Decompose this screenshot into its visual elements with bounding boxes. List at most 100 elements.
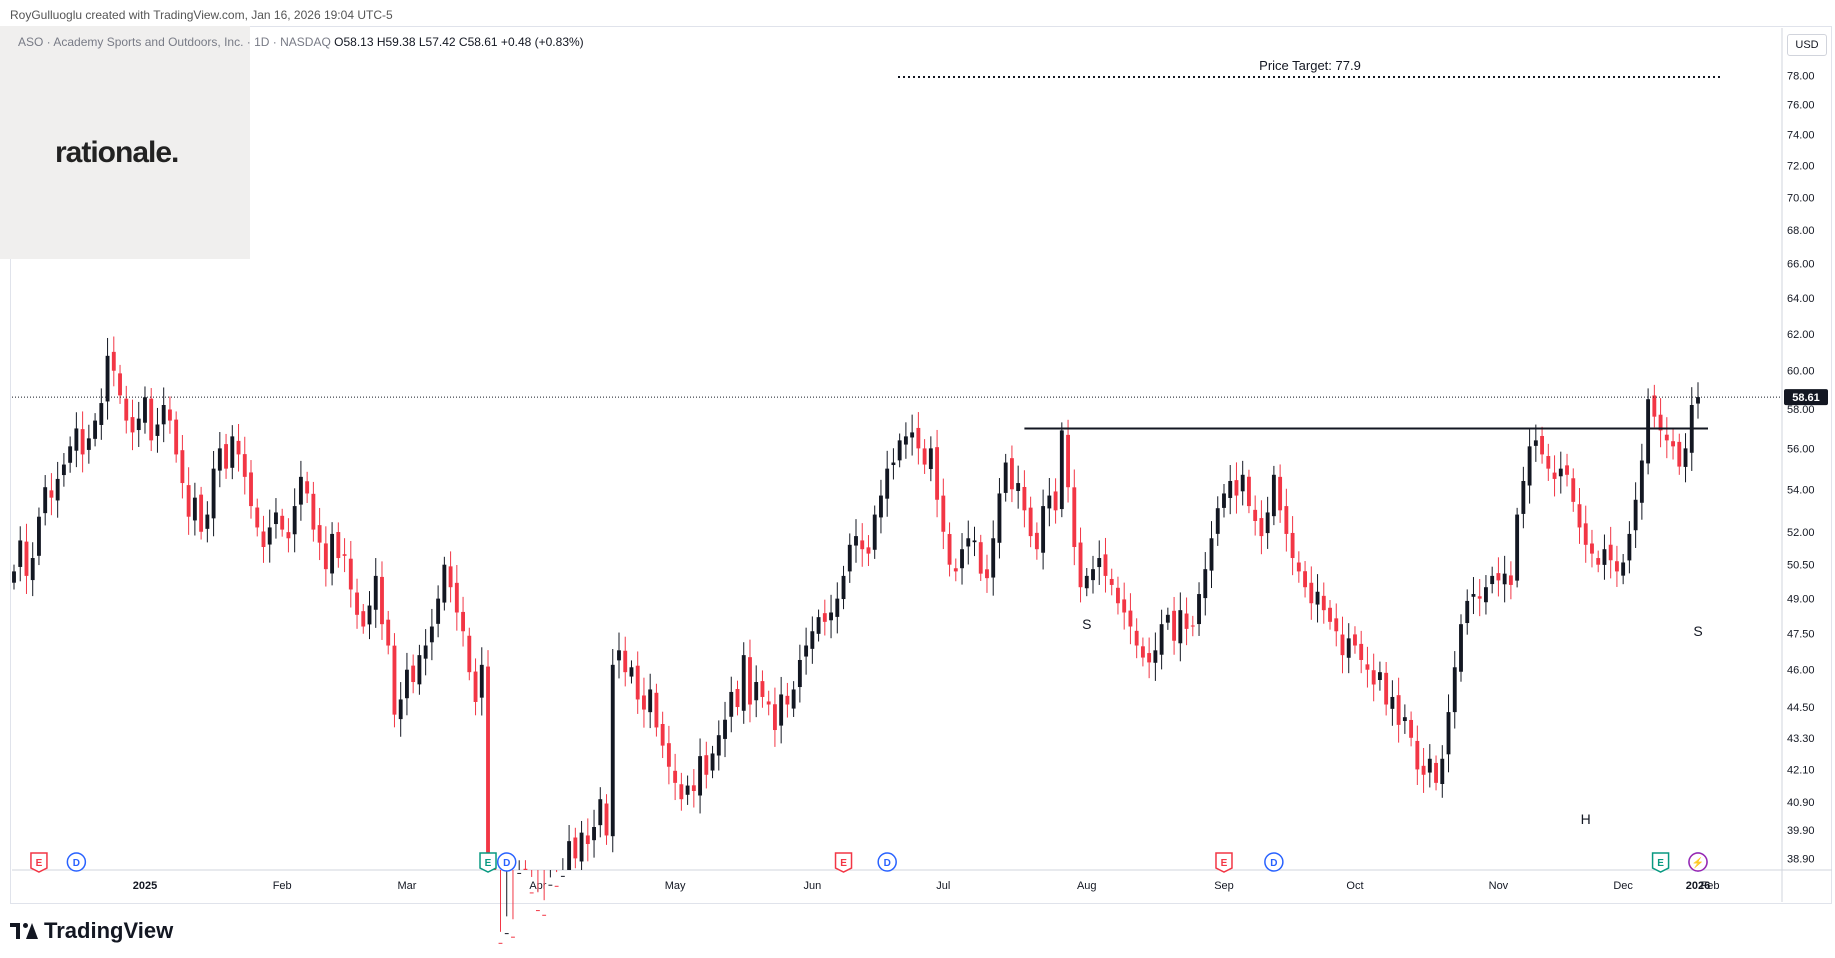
candle-body [230, 436, 235, 468]
candle-body [1197, 594, 1201, 625]
candle-body [1296, 562, 1301, 572]
candle-body [423, 645, 428, 659]
candle-body [1009, 458, 1014, 490]
candle-body [791, 689, 796, 709]
split-icon [1688, 852, 1708, 872]
candle-body [280, 515, 285, 530]
chart-frame [10, 26, 1832, 904]
y-tick-label: 42.10 [1787, 764, 1815, 776]
y-tick-label: 68.00 [1787, 225, 1815, 237]
candle-body [1034, 532, 1039, 550]
candle-body [654, 692, 659, 728]
candle-body [454, 582, 459, 613]
candle-body [118, 373, 122, 396]
x-tick-label: Feb [273, 880, 292, 892]
x-tick-label: Nov [1489, 880, 1509, 892]
candle-body [1178, 610, 1183, 644]
y-tick-label: 66.00 [1787, 258, 1815, 270]
x-tick-label: Sep [1214, 880, 1234, 892]
candle-body [1402, 717, 1407, 722]
candle-body [1353, 634, 1357, 646]
candle-body [816, 617, 821, 634]
candle-body [1633, 499, 1638, 531]
candle-body [1091, 569, 1095, 581]
candle-body [554, 885, 559, 887]
logo-box: rationale. [0, 26, 250, 259]
candle-body [1465, 600, 1470, 624]
candle-body [1515, 514, 1520, 581]
candle-body [517, 872, 522, 874]
event-marker-letter: E [36, 858, 43, 869]
candle-body [617, 650, 621, 661]
candle-body [1172, 610, 1177, 641]
candle-body [542, 914, 547, 916]
candle-body [130, 417, 135, 433]
candle-body [903, 436, 908, 445]
candle-body [704, 755, 709, 775]
candle-body [1608, 544, 1613, 561]
candle-body [810, 631, 815, 649]
candle-body [86, 438, 91, 450]
earnings-icon [1651, 852, 1670, 873]
candle-body [442, 564, 447, 603]
tradingview-footer: TradingView [10, 918, 173, 944]
candle-body [1109, 578, 1114, 585]
candle-body [760, 681, 765, 697]
candle-body [1265, 512, 1270, 534]
candle-body [785, 695, 790, 705]
candle-body [124, 398, 129, 421]
event-marker-letter: E [840, 858, 847, 869]
candle-body [860, 540, 865, 550]
candle-body [897, 440, 902, 461]
candle-body [255, 507, 260, 528]
y-tick-label: 49.00 [1787, 594, 1815, 606]
candle-body [1209, 538, 1214, 571]
candle-body [1434, 762, 1438, 783]
candle-body [560, 875, 565, 877]
dividend-icon [1264, 852, 1284, 872]
candle-body [1340, 634, 1345, 656]
candle-body [355, 592, 359, 615]
candle-body [754, 682, 759, 701]
pattern-label: S [1693, 623, 1702, 639]
candle-body [1271, 474, 1276, 517]
candle-body [136, 418, 141, 431]
earnings-icon [479, 852, 497, 873]
candle-body [598, 799, 603, 826]
candle-body [367, 605, 372, 625]
candle-body [1371, 670, 1376, 685]
candle-body [592, 826, 596, 841]
x-tick-label: 2025 [133, 880, 157, 892]
y-tick-label: 54.00 [1787, 484, 1815, 496]
ohlc-text: O58.13 H59.38 L57.42 C58.61 +0.48 (+0.83… [334, 35, 584, 49]
candle-body [386, 619, 391, 646]
candle-body [866, 547, 871, 554]
candle-body [935, 447, 940, 500]
candle-body [710, 753, 715, 771]
candle-body [972, 540, 977, 543]
candle-body [1228, 480, 1233, 498]
candle-body [997, 493, 1002, 543]
currency-button[interactable]: USD [1787, 34, 1827, 56]
candle-body [1128, 610, 1133, 627]
candle-body [1053, 491, 1058, 511]
x-tick-label: Oct [1346, 880, 1363, 892]
y-tick-label: 72.00 [1787, 161, 1815, 173]
candle-body [99, 403, 104, 425]
candle-body [922, 448, 927, 465]
candle-body [928, 448, 933, 470]
y-tick-label: 70.00 [1787, 192, 1815, 204]
candle-body [486, 666, 490, 862]
event-marker-letter: ⚡ [1692, 856, 1704, 869]
candle-body [1471, 594, 1476, 597]
candle-body [323, 543, 328, 570]
candle-body [829, 612, 833, 621]
candle-body [1477, 596, 1482, 599]
tradingview-logo-icon [10, 923, 38, 939]
event-marker-letter: E [485, 858, 492, 869]
candle-body [1103, 554, 1108, 576]
candle-body [68, 446, 73, 463]
price-target-label: Price Target: 77.9 [1259, 58, 1361, 73]
candle-body [1097, 558, 1102, 568]
